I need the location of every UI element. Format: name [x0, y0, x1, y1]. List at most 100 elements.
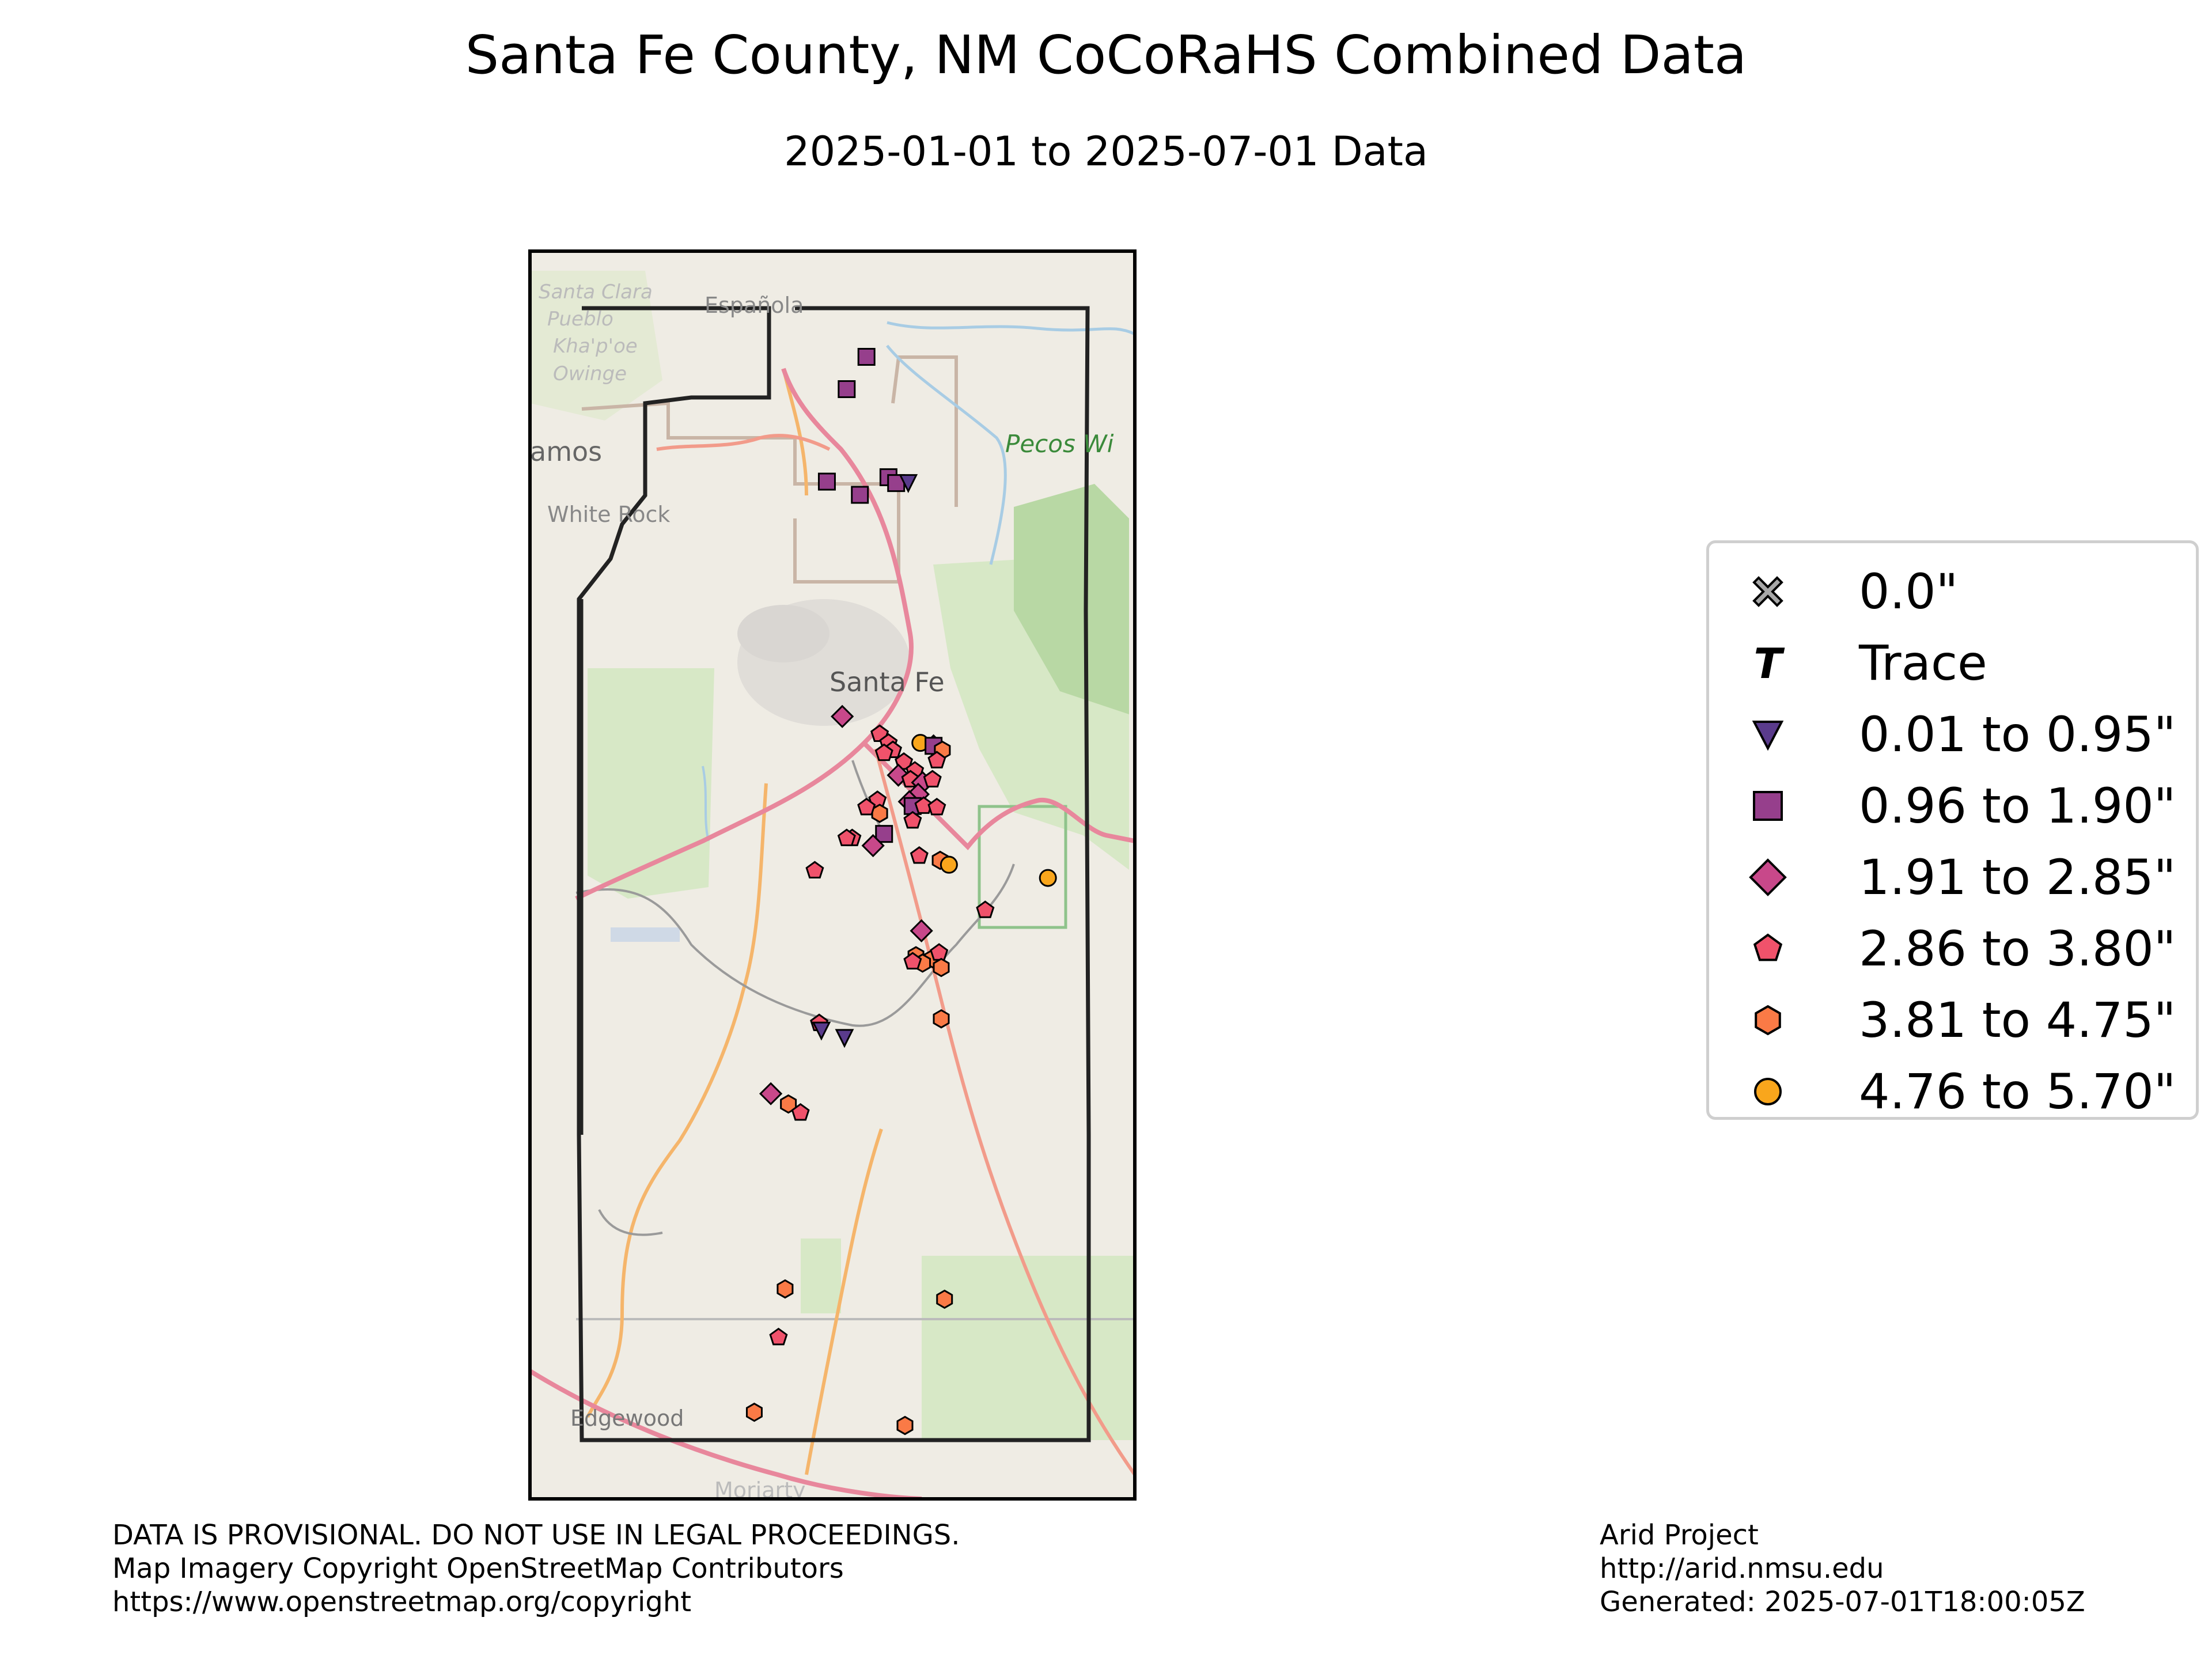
county-boundary [577, 306, 1091, 1442]
admin-boundary [581, 401, 900, 584]
pentagon-icon [1753, 933, 1783, 961]
station-marker[interactable] [903, 952, 922, 969]
station-marker[interactable] [899, 474, 918, 493]
highway [862, 741, 1135, 850]
station-marker[interactable] [780, 1094, 797, 1114]
hexagon-icon [1755, 1005, 1781, 1036]
station-marker[interactable] [831, 704, 854, 728]
station-marker[interactable] [875, 825, 893, 843]
station-marker[interactable] [857, 797, 876, 816]
station-marker[interactable] [851, 486, 869, 504]
legend-item-range-2: 0.96 to 1.90" [1709, 770, 2196, 842]
forest-area [588, 668, 714, 899]
place-label-amos: amos [530, 436, 602, 467]
legend-item-range-1: 0.01 to 0.95" [1709, 699, 2196, 770]
highway [530, 1369, 922, 1499]
place-label-santa-fe: Santa Fe [830, 666, 945, 698]
place-label-santa-clara: Santa Clara [539, 281, 653, 304]
legend-item-range-5: 3.81 to 4.75" [1709, 984, 2196, 1056]
secondary-road [586, 783, 768, 1418]
footer-line: Arid Project [1600, 1519, 1759, 1551]
station-marker[interactable] [769, 1327, 788, 1346]
highway [656, 434, 831, 451]
legend-label: 0.0" [1859, 563, 1959, 620]
footer-line: Generated: 2025-07-01T18:00:05Z [1600, 1586, 2085, 1618]
place-label-pueblo: Pueblo [547, 308, 613, 331]
footer-disclaimer: DATA IS PROVISIONAL. DO NOT USE IN LEGAL… [112, 1518, 960, 1619]
forest-area [801, 1238, 841, 1313]
place-label-khapoe: Kha'p'oe [553, 335, 638, 358]
urban-area [611, 927, 680, 942]
legend-label: 2.86 to 3.80" [1859, 921, 2176, 977]
station-marker[interactable] [857, 347, 876, 366]
diamond-icon [1749, 858, 1787, 896]
station-marker[interactable] [933, 1009, 950, 1029]
river [886, 344, 1007, 565]
admin-boundary [891, 355, 958, 507]
legend-label: 4.76 to 5.70" [1859, 1063, 2176, 1120]
station-marker[interactable] [923, 770, 942, 787]
station-marker[interactable] [745, 1402, 763, 1422]
station-marker[interactable] [933, 957, 950, 978]
legend-label: Trace [1859, 635, 1987, 691]
station-marker[interactable] [910, 846, 929, 864]
station-markers [745, 347, 1057, 1435]
station-marker[interactable] [927, 797, 946, 816]
station-marker[interactable] [777, 1279, 794, 1299]
station-marker[interactable] [838, 380, 856, 399]
station-marker[interactable] [835, 1029, 854, 1048]
place-label-owinge: Owinge [553, 362, 627, 385]
trace-t-icon: T [1753, 639, 1785, 687]
footer-line: Map Imagery Copyright OpenStreetMap Cont… [112, 1552, 844, 1585]
legend-label: 0.96 to 1.90" [1859, 778, 2176, 834]
legend-item-range-3: 1.91 to 2.85" [1709, 842, 2196, 913]
legend-item-zero: 0.0" [1709, 556, 2196, 627]
legend-item-range-6: 4.76 to 5.70" [1709, 1056, 2196, 1127]
x-icon [1752, 576, 1783, 607]
station-marker[interactable] [936, 1289, 953, 1309]
footer-line[interactable]: http://arid.nmsu.edu [1600, 1552, 1884, 1585]
chart-title: Santa Fe County, NM CoCoRaHS Combined Da… [465, 24, 1747, 86]
map-frame [528, 249, 1137, 1501]
place-label-pecos: Pecos Wi [1005, 430, 1114, 458]
highway [874, 748, 1135, 1476]
station-marker[interactable] [910, 919, 933, 942]
place-label-moriarty: Moriarty [714, 1478, 806, 1503]
station-marker[interactable] [837, 828, 856, 846]
station-marker[interactable] [817, 472, 836, 491]
station-marker[interactable] [791, 1103, 810, 1121]
triangle-down-icon [1752, 721, 1784, 751]
footer-line[interactable]: https://www.openstreetmap.org/copyright [112, 1586, 692, 1618]
secondary-road [782, 368, 808, 496]
legend: 0.0" T Trace 0.01 to 0.95" 0.96 to 1.90"… [1706, 540, 2199, 1120]
station-marker[interactable] [759, 1082, 783, 1105]
station-marker[interactable] [861, 834, 885, 858]
station-marker[interactable] [976, 900, 995, 918]
station-marker[interactable] [927, 751, 946, 768]
square-icon [1753, 791, 1783, 821]
legend-item-range-4: 2.86 to 3.80" [1709, 913, 2196, 984]
place-label-espanola: Española [704, 293, 804, 318]
highway [575, 368, 914, 901]
minor-road [575, 863, 1015, 1027]
station-marker[interactable] [874, 743, 893, 762]
legend-label: 3.81 to 4.75" [1859, 992, 2176, 1048]
place-label-white-rock: White Rock [547, 502, 670, 527]
urban-area [737, 605, 830, 662]
station-marker[interactable] [1039, 869, 1057, 887]
svg-text:T: T [1753, 639, 1785, 687]
station-marker[interactable] [896, 1415, 914, 1435]
station-marker[interactable] [914, 796, 933, 814]
station-marker[interactable] [903, 810, 922, 829]
river [887, 321, 1135, 336]
legend-label: 1.91 to 2.85" [1859, 849, 2176, 906]
place-label-edgewood: Edgewood [570, 1406, 684, 1431]
forest-area [1014, 484, 1129, 714]
station-marker[interactable] [812, 1021, 831, 1041]
forest-area [922, 1256, 1135, 1440]
minor-road [598, 1209, 663, 1236]
footer-line: DATA IS PROVISIONAL. DO NOT USE IN LEGAL… [112, 1519, 960, 1551]
station-marker[interactable] [805, 861, 824, 878]
station-marker[interactable] [940, 855, 958, 874]
